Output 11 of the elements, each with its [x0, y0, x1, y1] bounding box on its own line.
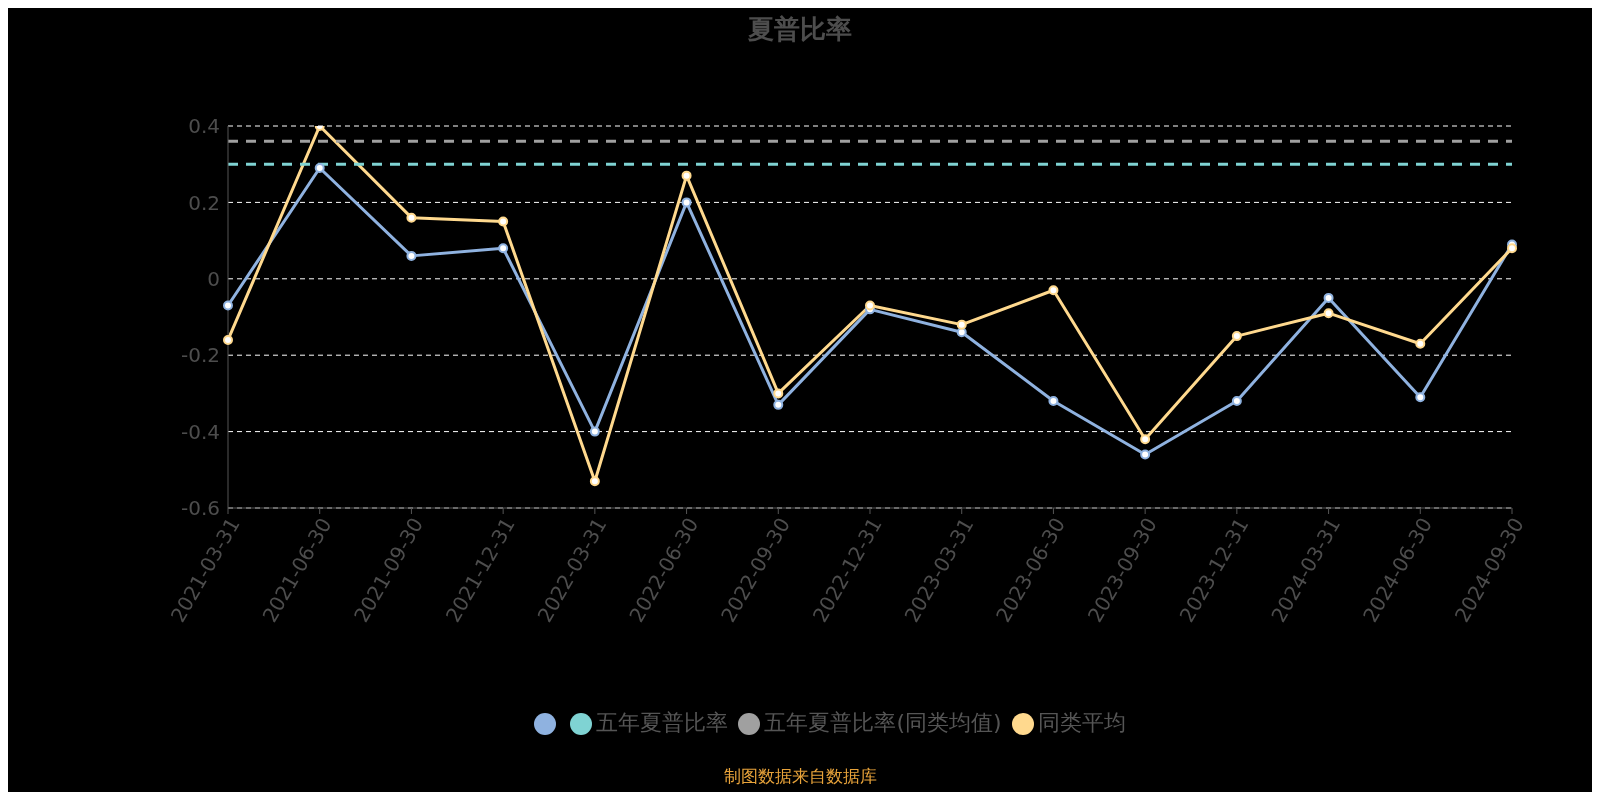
legend-label: 五年夏普比率 — [596, 710, 729, 735]
y-tick-label: 0.4 — [188, 114, 220, 139]
text: 制图数据来自数据库 — [722, 765, 878, 788]
y-tick-label: -0.4 — [180, 419, 220, 444]
legend-label: 五年夏普比率(同类均值) — [764, 710, 1002, 735]
legend-label: 同类平均 — [1037, 710, 1126, 735]
chart-title: 夏普比率 — [747, 13, 853, 46]
y-tick-label: 0 — [207, 266, 220, 291]
y-tick-label: 0.2 — [188, 190, 220, 215]
y-tick-label: -0.6 — [180, 496, 220, 521]
y-tick-label: -0.2 — [180, 343, 220, 368]
